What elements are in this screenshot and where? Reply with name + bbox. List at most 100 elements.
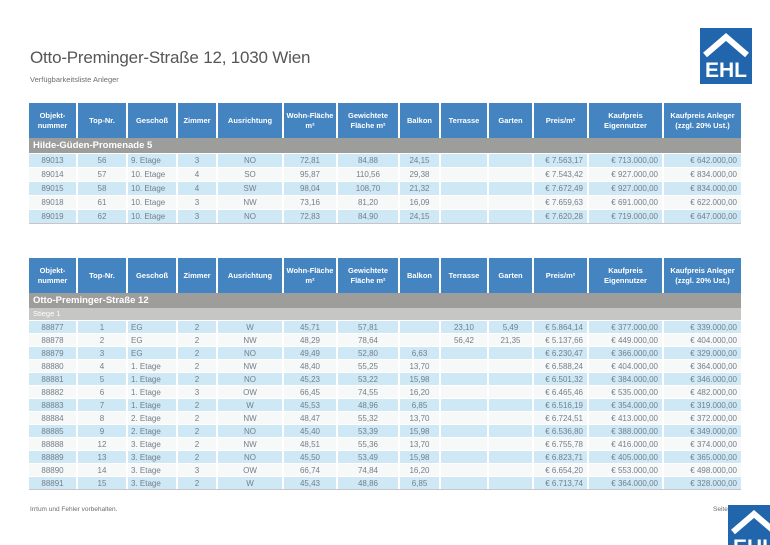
- cell: € 404.000,00: [587, 359, 662, 372]
- cell: 66,74: [282, 463, 336, 476]
- cell: 48,47: [282, 411, 336, 424]
- cell: 16,09: [398, 195, 439, 209]
- cell: W: [216, 476, 282, 489]
- column-header: Terrasse: [439, 103, 487, 138]
- ehl-logo-bottom: EHL: [728, 505, 770, 545]
- section-header: Otto-Preminger-Straße 12: [29, 293, 741, 308]
- cell: 5: [76, 372, 126, 385]
- column-header: Kaufpreis Anleger (zzgl. 20% Ust.): [662, 103, 741, 138]
- column-header: Kaufpreis Eigennutzer: [587, 258, 662, 293]
- cell: € 388.000,00: [587, 424, 662, 437]
- cell: 1. Etage: [126, 372, 176, 385]
- cell: [487, 167, 532, 181]
- cell: 13,70: [398, 437, 439, 450]
- cell: [439, 385, 487, 398]
- cell: 89015: [29, 181, 76, 195]
- cell: 88884: [29, 411, 76, 424]
- column-header: Garten: [487, 258, 532, 293]
- cell: € 834.000,00: [662, 167, 741, 181]
- table-row: 88883 7 1. Etage 2 W 45,53 48,96 6,85 € 6.516,19…: [29, 398, 741, 411]
- cell: 15,98: [398, 424, 439, 437]
- cell: € 413.000,00: [587, 411, 662, 424]
- cell: [487, 463, 532, 476]
- cell: € 6.713,74: [532, 476, 587, 489]
- cell: 24,15: [398, 153, 439, 167]
- cell: 2: [176, 411, 216, 424]
- cell: 45,53: [282, 398, 336, 411]
- cell: [439, 411, 487, 424]
- cell: 95,87: [282, 167, 336, 181]
- page-title: Otto-Preminger-Straße 12, 1030 Wien: [30, 48, 311, 67]
- cell: 2: [76, 333, 126, 346]
- cell: 1. Etage: [126, 359, 176, 372]
- cell: € 553.000,00: [587, 463, 662, 476]
- cell: 2: [176, 450, 216, 463]
- cell: 55,32: [336, 411, 398, 424]
- cell: 15: [76, 476, 126, 489]
- cell: 88880: [29, 359, 76, 372]
- house-roof-icon: EHL: [728, 505, 770, 545]
- cell: 1: [76, 320, 126, 333]
- cell: € 372.000,00: [662, 411, 741, 424]
- cell: 4: [176, 167, 216, 181]
- cell: 3. Etage: [126, 437, 176, 450]
- cell: € 6.755,78: [532, 437, 587, 450]
- cell: 45,40: [282, 424, 336, 437]
- cell: 108,70: [336, 181, 398, 195]
- table-row: 88889 13 3. Etage 2 NO 45,50 53,49 15,98 € 6.823…: [29, 450, 741, 463]
- section-header: Hilde-Güden-Promenade 5: [29, 138, 741, 153]
- table-row: 89018 61 10. Etage 3 NW 73,16 81,20 16,09 € 7.65…: [29, 195, 741, 209]
- cell: 53,39: [336, 424, 398, 437]
- cell: [439, 181, 487, 195]
- cell: [487, 181, 532, 195]
- cell: 3. Etage: [126, 476, 176, 489]
- cell: [487, 372, 532, 385]
- cell: € 6.654,20: [532, 463, 587, 476]
- cell: € 498.000,00: [662, 463, 741, 476]
- table-row: 88882 6 1. Etage 3 OW 66,45 74,55 16,20 € 6.465,…: [29, 385, 741, 398]
- cell: 1. Etage: [126, 385, 176, 398]
- cell: € 6.724,51: [532, 411, 587, 424]
- cell: SO: [216, 167, 282, 181]
- cell: 10. Etage: [126, 181, 176, 195]
- cell: 2: [176, 424, 216, 437]
- cell: 88877: [29, 320, 76, 333]
- cell: € 416.000,00: [587, 437, 662, 450]
- cell: [487, 359, 532, 372]
- cell: NO: [216, 346, 282, 359]
- cell: 88882: [29, 385, 76, 398]
- cell: 3: [176, 153, 216, 167]
- table-row: 89014 57 10. Etage 4 SO 95,87 110,56 29,38 € 7.5…: [29, 167, 741, 181]
- cell: 13,70: [398, 359, 439, 372]
- cell: [439, 476, 487, 489]
- cell: 56: [76, 153, 126, 167]
- cell: [439, 209, 487, 223]
- section-header-row: Hilde-Güden-Promenade 5: [29, 138, 741, 153]
- cell: 45,23: [282, 372, 336, 385]
- cell: 45,43: [282, 476, 336, 489]
- cell: 21,35: [487, 333, 532, 346]
- table-row: 88890 14 3. Etage 3 OW 66,74 74,84 16,20 € 6.654…: [29, 463, 741, 476]
- svg-text:EHL: EHL: [705, 59, 747, 82]
- cell: 2. Etage: [126, 411, 176, 424]
- cell: [439, 398, 487, 411]
- cell: 88879: [29, 346, 76, 359]
- cell: € 7.563,17: [532, 153, 587, 167]
- cell: € 6.501,32: [532, 372, 587, 385]
- cell: 3: [76, 346, 126, 359]
- cell: 74,55: [336, 385, 398, 398]
- cell: € 5.137,66: [532, 333, 587, 346]
- cell: 2: [176, 359, 216, 372]
- cell: 8: [76, 411, 126, 424]
- cell: € 366.000,00: [587, 346, 662, 359]
- svg-text:EHL: EHL: [733, 536, 770, 545]
- availability-table-section-1: Objekt-nummer Top-Nr. Geschoß Zimmer Aus…: [29, 103, 741, 224]
- cell: 73,16: [282, 195, 336, 209]
- cell: € 535.000,00: [587, 385, 662, 398]
- column-header: Kaufpreis Anleger (zzgl. 20% Ust.): [662, 258, 741, 293]
- subsection-header: Stiege 1: [29, 308, 741, 320]
- availability-table-section-2: Objekt-nummer Top-Nr. Geschoß Zimmer Aus…: [29, 258, 741, 490]
- column-header: Balkon: [398, 258, 439, 293]
- table-row: 88884 8 2. Etage 2 NW 48,47 55,32 13,70 € 6.724,…: [29, 411, 741, 424]
- cell: [439, 424, 487, 437]
